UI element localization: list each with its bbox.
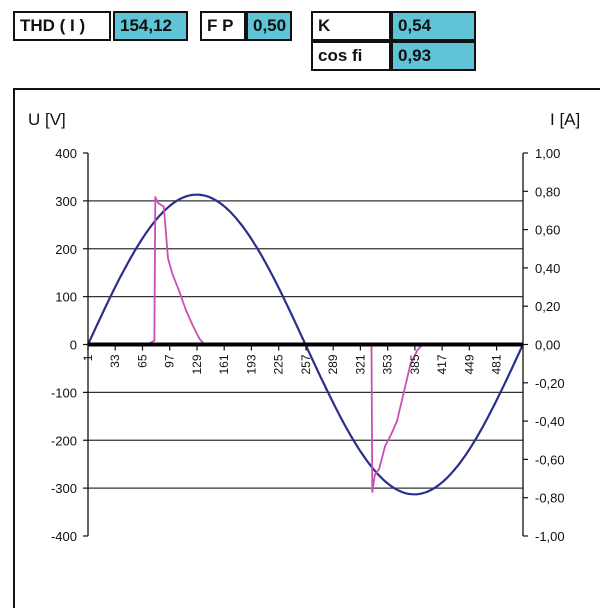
k-label: K	[311, 11, 391, 41]
chart: U [V] I [A] 400 300 200 100 0 -100 -200 -300 -40…	[28, 110, 580, 544]
left-tick-label: 0	[70, 338, 77, 353]
right-tick-label: 0,80	[535, 184, 560, 199]
right-axis-label: I [A]	[550, 110, 580, 129]
left-tick-label: -300	[51, 481, 77, 496]
left-tick-label: 100	[55, 290, 77, 305]
right-tick-label: 0,40	[535, 261, 560, 276]
x-tick-label: 97	[163, 354, 177, 368]
right-tick-label: 0,20	[535, 299, 560, 314]
x-tick-label: 289	[326, 354, 340, 374]
x-tick-label: 385	[408, 354, 422, 374]
k-value: 0,54	[391, 11, 476, 41]
right-tick-label: 0,00	[535, 338, 560, 353]
left-tick-label: -200	[51, 433, 77, 448]
x-tick-label: 257	[299, 354, 313, 374]
x-tick-label: 449	[462, 354, 476, 374]
x-tick-label: 225	[272, 354, 286, 374]
x-tick-label: 33	[108, 354, 122, 368]
cosfi-label: cos fi	[311, 41, 391, 71]
x-tick-label: 321	[353, 354, 367, 374]
left-tick-label: -400	[51, 529, 77, 544]
x-tick-label: 65	[136, 354, 150, 368]
cosfi-value: 0,93	[391, 41, 476, 71]
right-tick-label: -0,80	[535, 491, 565, 506]
x-tick-label: 481	[490, 354, 504, 374]
left-tick-label: 300	[55, 194, 77, 209]
x-tick-label: 417	[435, 354, 449, 374]
right-tick-label: 0,60	[535, 223, 560, 238]
left-tick-label: 200	[55, 242, 77, 257]
x-tick-label: 161	[217, 354, 231, 374]
x-tick-label: 193	[244, 354, 258, 374]
x-tick-label: 129	[190, 354, 204, 374]
right-tick-label: -0,60	[535, 452, 565, 467]
right-tick-label: 1,00	[535, 146, 560, 161]
x-tick-label: 1	[81, 354, 95, 361]
left-tick-label: -100	[51, 385, 77, 400]
right-tick-label: -0,40	[535, 414, 565, 429]
left-tick-label: 400	[55, 146, 77, 161]
x-tick-label: 353	[381, 354, 395, 374]
right-tick-label: -1,00	[535, 529, 565, 544]
left-axis-label: U [V]	[28, 110, 66, 129]
right-tick-label: -0,20	[535, 376, 565, 391]
thd-value: 154,12	[113, 11, 188, 41]
fp-value: 0,50	[246, 11, 292, 41]
thd-label: THD ( I )	[13, 11, 111, 41]
chart-frame	[13, 88, 600, 608]
fp-label: F P	[200, 11, 246, 41]
